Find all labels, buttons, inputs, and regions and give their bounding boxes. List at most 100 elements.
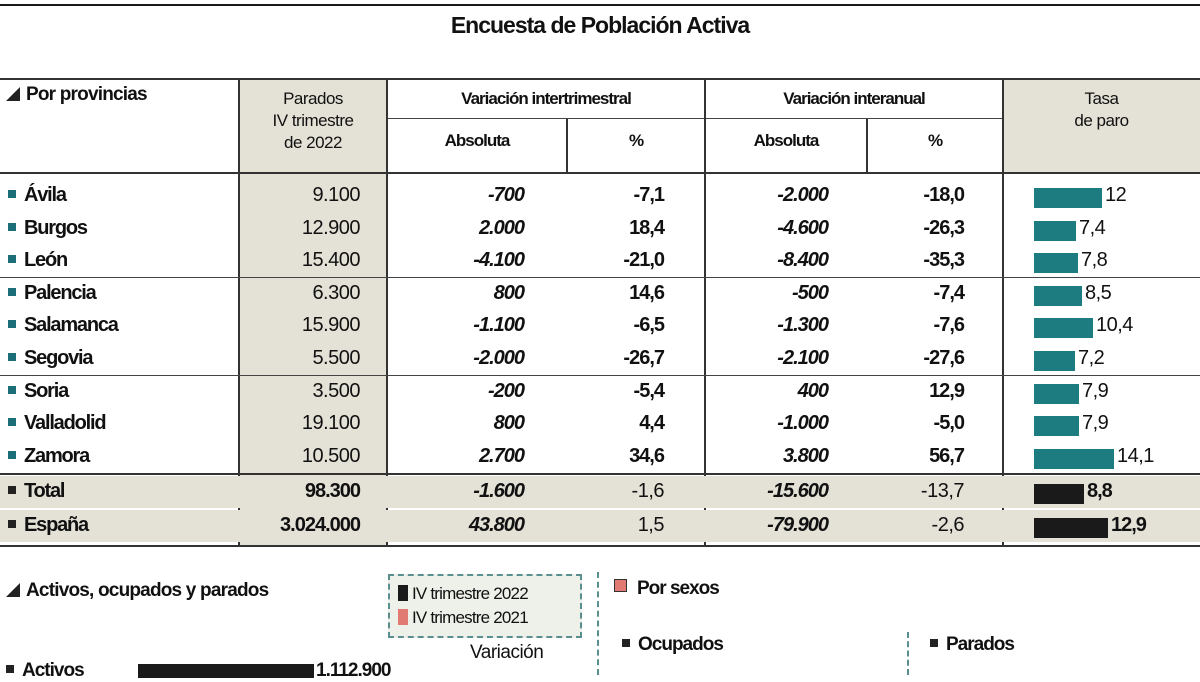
bullet-icon <box>8 287 16 296</box>
province-label: León <box>24 249 68 272</box>
va-absoluta-value: 400 <box>797 379 829 402</box>
legend-item-2021: IV trimestre 2021 <box>398 608 529 628</box>
triangle-icon <box>6 87 20 101</box>
vi-pct-value: -1,6 <box>631 480 665 502</box>
vi-absoluta-value: 2.700 <box>478 444 525 467</box>
var-inter-header: Variación intertrimestral <box>461 89 632 108</box>
vi-absoluta-value: 800 <box>493 281 525 304</box>
vi-pct-value: 18,4 <box>629 216 665 239</box>
va-pct-value: -18,0 <box>923 184 965 206</box>
tasa-value: 7,2 <box>1078 347 1105 369</box>
divider <box>1002 80 1004 546</box>
tasa-bar <box>1034 220 1076 241</box>
parados-value: 10.500 <box>301 444 361 467</box>
bullet-icon <box>8 353 16 361</box>
va-pct-value: 12,9 <box>929 379 965 402</box>
parados-value: 15.900 <box>301 314 361 337</box>
page-title: Encuesta de Población Activa <box>450 12 750 38</box>
triangle-icon <box>6 583 20 597</box>
group-divider <box>0 375 1200 376</box>
vi-absoluta-value: -200 <box>487 379 525 402</box>
vi-pct-value: -26,7 <box>623 347 665 369</box>
province-name: España <box>8 514 89 537</box>
divider <box>386 80 388 546</box>
por-sexos-icon <box>614 579 627 592</box>
province-name: Salamanca <box>8 314 119 337</box>
bullet-icon <box>8 486 16 494</box>
divider <box>238 80 240 546</box>
tasa-header-line1: Tasa <box>1084 89 1119 108</box>
variacion-label: Variación <box>470 642 544 663</box>
vi-pct-value: -6,5 <box>633 314 665 337</box>
bullet-icon <box>8 450 16 459</box>
province-name: Total <box>8 480 66 503</box>
province-label: Zamora <box>24 444 90 467</box>
tasa-bar <box>1034 351 1075 371</box>
ocupados-label: Ocupados <box>622 634 724 656</box>
vi-absoluta-value: 800 <box>493 412 525 435</box>
va-absoluta-value: -500 <box>791 281 829 304</box>
table-row: Ávila 9.100 -700 -7,1 -2.000 -18,0 12 <box>0 180 1200 212</box>
tasa-value: 7,9 <box>1082 379 1109 402</box>
province-name: León <box>8 249 68 272</box>
province-label: Soria <box>24 379 69 402</box>
province-name: Soria <box>8 379 69 403</box>
bullet-icon <box>8 320 16 329</box>
province-name: Ávila <box>8 184 67 207</box>
tasa-bar <box>1034 253 1078 274</box>
tasa-bar <box>1034 318 1093 339</box>
parados-value: 12.900 <box>301 216 361 239</box>
va-pct-value: -7,4 <box>933 281 965 304</box>
table-row: Valladolid 19.100 800 4,4 -1.000 -5,0 7,9 <box>0 408 1200 440</box>
por-sexos-label: Por sexos <box>614 578 720 600</box>
ocupados-text: Ocupados <box>638 634 724 655</box>
table-top-rule <box>0 78 1200 80</box>
va-absoluta-value: -1.300 <box>777 314 829 337</box>
vi-absoluta-value: -700 <box>487 184 525 206</box>
parados-value: 15.400 <box>301 249 361 272</box>
va-pct-value: -5,0 <box>933 412 965 435</box>
table-row: Segovia 5.500 -2.000 -26,7 -2.100 -27,6 7,2 <box>0 343 1200 375</box>
vi-pct-value: -7,1 <box>633 184 665 206</box>
por-sexos-text: Por sexos <box>637 578 720 599</box>
parados-header-line2: IV trimestre <box>272 111 354 130</box>
va-absoluta-value: 3.800 <box>782 444 829 467</box>
tasa-value: 12 <box>1105 184 1127 206</box>
activos-section-label: Activos, ocupados y parados <box>6 580 269 602</box>
table-row: Burgos 12.900 2.000 18,4 -4.600 -26,3 7,4 <box>0 213 1200 245</box>
title-rule <box>0 4 1200 6</box>
va-pct-value: -13,7 <box>920 480 965 502</box>
legend-label-2022: IV trimestre 2022 <box>412 584 529 603</box>
parados-bullet-icon <box>930 639 938 647</box>
bullet-icon <box>8 520 16 528</box>
vi-pct-value: 1,5 <box>637 514 665 536</box>
activos-label-text: Activos, ocupados y parados <box>26 580 269 601</box>
tasa-value: 7,4 <box>1079 216 1106 239</box>
ocupados-bullet-icon <box>622 639 630 647</box>
va-pct-header: % <box>927 131 943 150</box>
province-label: Ávila <box>24 184 67 206</box>
tasa-bar <box>1034 285 1082 306</box>
parados-value: 5.500 <box>312 347 360 369</box>
tasa-value: 8,5 <box>1085 281 1112 304</box>
tasa-value: 7,9 <box>1082 412 1109 435</box>
vi-absoluta-value: -2.000 <box>473 347 525 369</box>
vi-absoluta-value: 43.800 <box>468 514 525 536</box>
tasa-bar <box>1034 383 1079 404</box>
parados-label: Parados <box>930 634 1015 656</box>
va-absoluta-header: Absoluta <box>753 131 820 150</box>
province-label: Valladolid <box>24 412 107 435</box>
divider <box>706 118 1002 119</box>
tasa-value: 12,9 <box>1111 514 1147 536</box>
lower-section: Activos, ocupados y parados IV trimestre… <box>0 560 1200 681</box>
va-pct-value: 56,7 <box>929 444 965 467</box>
province-name: Palencia <box>8 282 97 305</box>
tasa-bar <box>1034 518 1108 538</box>
bullet-icon <box>8 255 16 264</box>
divider <box>866 118 868 172</box>
bullet-icon <box>8 222 16 231</box>
va-absoluta-value: -15.600 <box>767 480 829 502</box>
bullet-icon <box>8 190 16 198</box>
totals-top-rule <box>0 473 1200 475</box>
